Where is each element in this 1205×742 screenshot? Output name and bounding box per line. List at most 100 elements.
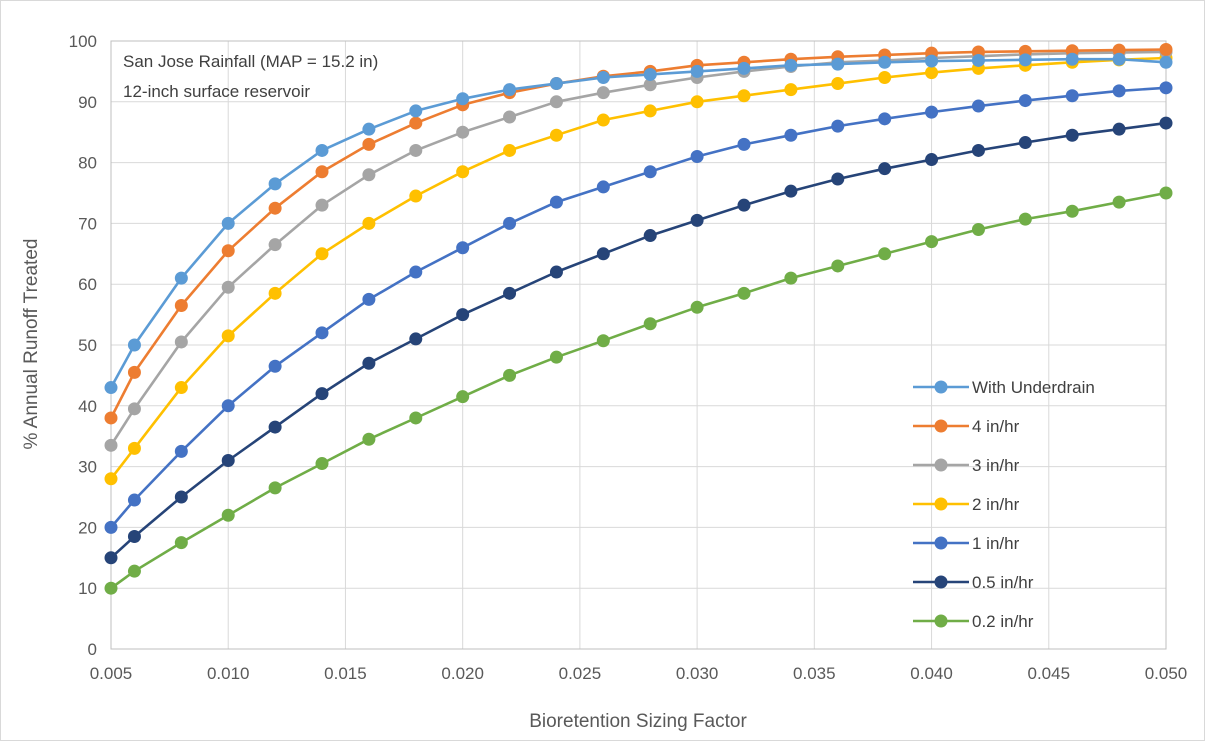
plot-area-border <box>110 40 1167 650</box>
legend-item-3-in-hr: 3 in/hr <box>913 456 1020 475</box>
data-point-4-in-hr <box>174 298 188 312</box>
data-point-1-in-hr <box>104 520 118 534</box>
data-point-with-underdrain <box>549 77 563 91</box>
legend-label: 4 in/hr <box>972 417 1020 436</box>
legend-label: 1 in/hr <box>972 534 1020 553</box>
legend-swatch-marker <box>934 575 948 589</box>
data-point-2-in-hr <box>643 104 657 118</box>
data-point-with-underdrain <box>268 177 282 191</box>
data-point-0-5-in-hr <box>596 247 610 261</box>
data-point-4-in-hr <box>127 365 141 379</box>
data-point-4-in-hr <box>362 137 376 151</box>
data-point-3-in-hr <box>174 335 188 349</box>
data-point-with-underdrain <box>127 338 141 352</box>
data-point-with-underdrain <box>456 92 470 106</box>
data-point-with-underdrain <box>174 271 188 285</box>
data-point-0-2-in-hr <box>1112 195 1126 209</box>
data-point-1-in-hr <box>690 150 704 164</box>
x-tick-label: 0.015 <box>324 664 367 683</box>
y-axis-title: % Annual Runoff Treated <box>21 239 42 450</box>
data-point-2-in-hr <box>596 113 610 127</box>
y-tick-label: 20 <box>78 518 97 537</box>
data-point-1-in-hr <box>925 105 939 119</box>
data-point-0-2-in-hr <box>174 536 188 550</box>
data-point-0-2-in-hr <box>737 286 751 300</box>
data-point-1-in-hr <box>409 265 423 279</box>
data-point-0-5-in-hr <box>268 420 282 434</box>
data-point-2-in-hr <box>127 441 141 455</box>
data-point-3-in-hr <box>596 86 610 100</box>
legend-swatch-marker <box>934 614 948 628</box>
data-point-with-underdrain <box>221 216 235 230</box>
data-point-1-in-hr <box>174 444 188 458</box>
data-point-1-in-hr <box>127 493 141 507</box>
x-tick-label: 0.050 <box>1145 664 1188 683</box>
data-point-0-5-in-hr <box>362 356 376 370</box>
series-0-5-in-hr <box>104 116 1173 565</box>
data-point-0-5-in-hr <box>878 162 892 176</box>
y-tick-label: 10 <box>78 579 97 598</box>
data-point-0-2-in-hr <box>221 508 235 522</box>
data-point-4-in-hr <box>221 244 235 258</box>
x-tick-label: 0.035 <box>793 664 836 683</box>
data-point-2-in-hr <box>174 381 188 395</box>
data-point-with-underdrain <box>1159 55 1173 69</box>
data-point-4-in-hr <box>409 116 423 130</box>
legend-swatch-marker <box>934 497 948 511</box>
legend-item-1-in-hr: 1 in/hr <box>913 534 1020 553</box>
legend-swatch-marker <box>934 536 948 550</box>
legend-item-4-in-hr: 4 in/hr <box>913 417 1020 436</box>
data-point-1-in-hr <box>549 195 563 209</box>
legend-swatch-marker <box>934 419 948 433</box>
legend-label: 3 in/hr <box>972 456 1020 475</box>
data-point-0-5-in-hr <box>971 143 985 157</box>
data-point-3-in-hr <box>127 402 141 416</box>
x-axis-title: Bioretention Sizing Factor <box>529 711 747 732</box>
data-point-with-underdrain <box>104 381 118 395</box>
data-point-1-in-hr <box>1065 89 1079 103</box>
data-point-0-2-in-hr <box>1159 186 1173 200</box>
data-point-0-2-in-hr <box>362 432 376 446</box>
series-1-in-hr <box>104 81 1173 534</box>
data-point-1-in-hr <box>315 326 329 340</box>
legend-item-0-2-in-hr: 0.2 in/hr <box>913 612 1034 631</box>
data-point-4-in-hr <box>1112 43 1126 57</box>
data-point-0-5-in-hr <box>503 286 517 300</box>
data-point-0-5-in-hr <box>784 184 798 198</box>
legend-item-2-in-hr: 2 in/hr <box>913 495 1020 514</box>
series-line-0-5-in-hr <box>110 121 1167 559</box>
y-tick-label: 70 <box>78 214 97 233</box>
data-point-0-5-in-hr <box>737 198 751 212</box>
data-point-1-in-hr <box>643 165 657 179</box>
data-point-2-in-hr <box>737 89 751 103</box>
annotation-reservoir: 12-inch surface reservoir <box>123 82 310 101</box>
data-point-with-underdrain <box>503 83 517 97</box>
data-point-0-2-in-hr <box>596 334 610 348</box>
data-point-3-in-hr <box>409 143 423 157</box>
data-point-1-in-hr <box>596 180 610 194</box>
data-point-3-in-hr <box>221 280 235 294</box>
data-point-1-in-hr <box>456 241 470 255</box>
data-point-3-in-hr <box>503 110 517 124</box>
series-line-3-in-hr <box>109 50 1167 447</box>
data-point-0-2-in-hr <box>925 235 939 249</box>
x-tick-label: 0.045 <box>1028 664 1071 683</box>
data-point-with-underdrain <box>409 104 423 118</box>
data-point-0-2-in-hr <box>409 411 423 425</box>
data-point-1-in-hr <box>737 137 751 151</box>
data-point-2-in-hr <box>104 472 118 486</box>
tick-labels: 0 10 20 30 40 50 60 70 80 90 100 0.005 0.010 0.015 0.0… <box>69 32 1188 683</box>
x-tick-label: 0.010 <box>207 664 250 683</box>
data-point-4-in-hr <box>268 201 282 215</box>
series-with-underdrain <box>104 52 1173 395</box>
y-tick-label: 40 <box>78 397 97 416</box>
series-2-in-hr <box>104 51 1173 486</box>
data-point-with-underdrain <box>643 67 657 81</box>
y-tick-label: 50 <box>78 336 97 355</box>
data-point-0-2-in-hr <box>127 564 141 578</box>
data-point-1-in-hr <box>362 292 376 306</box>
series-line-4-in-hr <box>109 48 1167 419</box>
data-point-0-5-in-hr <box>690 213 704 227</box>
data-point-2-in-hr <box>690 95 704 109</box>
